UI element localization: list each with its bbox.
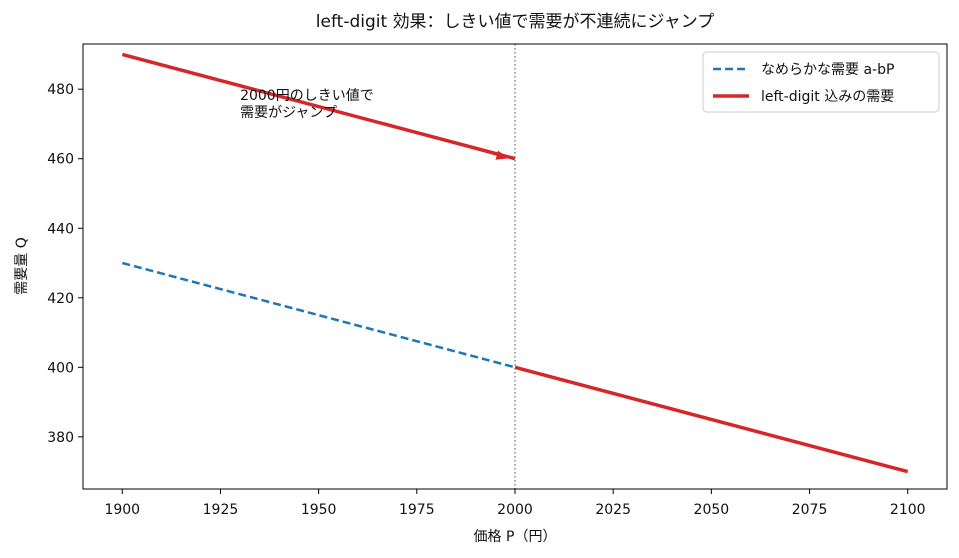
legend-label: なめらかな需要 a-bP xyxy=(761,62,894,78)
series-1-line-segment-0 xyxy=(121,52,516,161)
y-tick-label: 480 xyxy=(47,82,74,98)
x-tick-label: 1950 xyxy=(301,502,337,518)
x-tick-label: 1925 xyxy=(203,502,239,518)
legend-box xyxy=(702,51,940,113)
x-tick-label: 2100 xyxy=(890,502,926,518)
x-tick-label: 2075 xyxy=(792,502,828,518)
x-tick-label: 1975 xyxy=(399,502,435,518)
x-tick-label: 2000 xyxy=(497,502,533,518)
y-axis-label: 需要量 Q xyxy=(14,237,30,294)
series-1-line-segment-1 xyxy=(514,365,909,474)
legend: なめらかな需要 a-bP left-digit 込みの需要 xyxy=(702,51,940,113)
y-tick-label: 380 xyxy=(47,430,74,446)
x-axis-label: 価格 P（円） xyxy=(474,529,557,545)
y-tick-label: 420 xyxy=(47,291,74,307)
x-tick-label: 2025 xyxy=(595,502,631,518)
annotation-text-line: 2000円のしきい値で xyxy=(240,88,374,104)
y-tick-label: 460 xyxy=(47,152,74,168)
x-axis: 1900 1925 1950 1975 2000 2025 2050 2075 2100 xyxy=(104,489,926,518)
y-tick-label: 440 xyxy=(47,221,74,237)
legend-label: left-digit 込みの需要 xyxy=(761,89,894,105)
annotation-arrow xyxy=(359,116,509,160)
x-tick-label: 1900 xyxy=(104,502,140,518)
annotation-text-line: 需要がジャンプ xyxy=(240,105,337,121)
chart-title: left-digit 効果：しきい値で需要が不連続にジャンプ xyxy=(316,12,714,32)
x-tick-label: 2050 xyxy=(694,502,730,518)
series-0-line xyxy=(121,261,516,369)
y-axis: 380 400 420 440 460 480 xyxy=(47,82,83,446)
y-tick-label: 400 xyxy=(47,360,74,376)
